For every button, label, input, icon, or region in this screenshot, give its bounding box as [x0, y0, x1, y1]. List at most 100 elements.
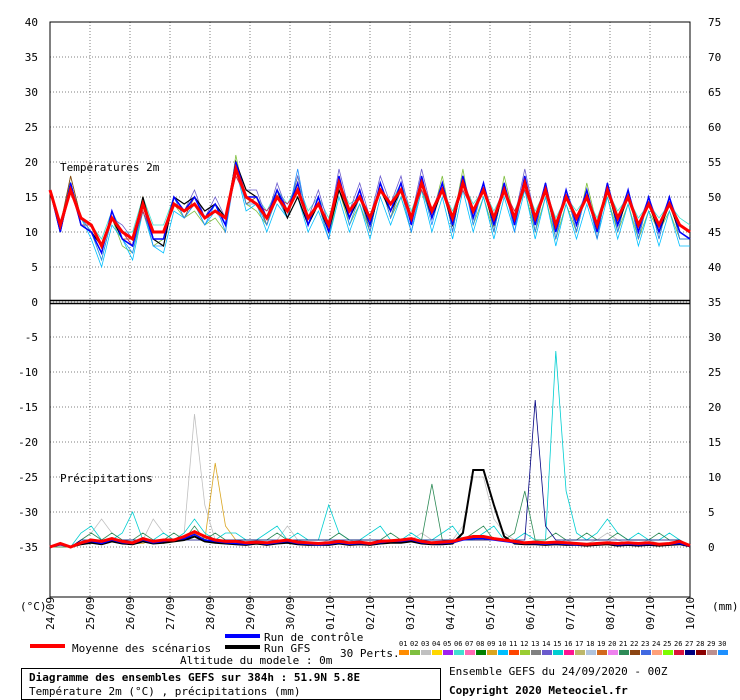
pert-number: 17	[575, 640, 583, 648]
precipitation-panel-label: Précipitations	[60, 472, 153, 485]
precip-member-line	[49, 350, 691, 548]
legend	[30, 634, 260, 649]
x-tick: 10/10	[684, 597, 697, 630]
pert-number: 09	[487, 640, 495, 648]
x-tick: 01/10	[324, 597, 337, 630]
pert-swatch	[421, 650, 431, 655]
copyright: Copyright 2020 Meteociel.fr	[449, 684, 628, 697]
y-right-unit: (mm)	[712, 600, 739, 613]
pert-number: 07	[465, 640, 473, 648]
pert-number: 08	[476, 640, 484, 648]
y-right-tick: 35	[708, 296, 721, 309]
y-left-tick: -30	[18, 506, 38, 519]
pert-swatch	[553, 650, 563, 655]
x-tick: 28/09	[204, 597, 217, 630]
y-right-tick: 70	[708, 51, 721, 64]
x-tick: 06/10	[524, 597, 537, 630]
y-right-tick: 45	[708, 226, 721, 239]
caption-title: Diagramme des ensembles GEFS sur 384h : …	[29, 671, 361, 684]
pert-swatch	[586, 650, 596, 655]
y-right-tick: 30	[708, 331, 721, 344]
pert-swatch	[465, 650, 475, 655]
x-tick: 26/09	[124, 597, 137, 630]
pert-number: 05	[443, 640, 451, 648]
y-left-unit: (°C)	[20, 600, 47, 613]
y-left-tick: -15	[18, 401, 38, 414]
y-right-tick: 0	[708, 541, 715, 554]
temp-mean-line	[48, 163, 691, 250]
y-left-tick: 5	[31, 261, 38, 274]
x-tick: 03/10	[404, 597, 417, 630]
pert-number: 14	[542, 640, 550, 648]
y-right-tick: 25	[708, 366, 721, 379]
pert-number: 18	[586, 640, 594, 648]
pert-number: 21	[619, 640, 627, 648]
pert-swatch	[663, 650, 673, 655]
grid-lines	[49, 21, 691, 598]
y-left-tick: -10	[18, 366, 38, 379]
pert-swatch	[696, 650, 706, 655]
y-left-tick: -25	[18, 471, 38, 484]
pert-number: 23	[641, 640, 649, 648]
pert-swatch	[597, 650, 607, 655]
pert-swatch	[399, 650, 409, 655]
y-left-tick: 0	[31, 296, 38, 309]
legend-perts-label: 30 Perts.	[340, 647, 400, 660]
y-right-tick: 5	[708, 506, 715, 519]
pert-number: 20	[608, 640, 616, 648]
y-left-tick: 25	[25, 121, 38, 134]
pert-number: 03	[421, 640, 429, 648]
y-left-tick: 15	[25, 191, 38, 204]
pert-swatch	[531, 650, 541, 655]
pert-number: 19	[597, 640, 605, 648]
pert-swatch	[410, 650, 420, 655]
temp-member-line	[49, 168, 690, 269]
pert-number: 10	[498, 640, 506, 648]
y-axis-left: 40 35 30 25 20 15 10 5 0 -5 -10 -15 -20 -25 -30 -35	[18, 16, 38, 554]
x-tick: 27/09	[164, 597, 177, 630]
caption-box: Diagramme des ensembles GEFS sur 384h : …	[21, 668, 441, 700]
pert-swatch	[619, 650, 629, 655]
pert-swatch	[608, 650, 618, 655]
plot-frame	[49, 21, 691, 598]
x-tick: 29/09	[244, 597, 257, 630]
y-left-tick: 20	[25, 156, 38, 169]
pert-swatch	[432, 650, 442, 655]
pert-number: 15	[553, 640, 561, 648]
ensemble-run-info: Ensemble GEFS du 24/09/2020 - 00Z	[449, 665, 668, 678]
caption-subtitle: Température 2m (°C) , précipitations (mm…	[29, 685, 301, 698]
temperature-panel-label: Températures 2m	[60, 161, 160, 174]
y-right-tick: 20	[708, 401, 721, 414]
y-left-tick: 40	[25, 16, 38, 29]
y-right-tick: 15	[708, 436, 721, 449]
pert-number: 22	[630, 640, 638, 648]
x-tick: 02/10	[364, 597, 377, 630]
y-right-tick: 40	[708, 261, 721, 274]
pert-swatch	[498, 650, 508, 655]
perturbation-color-key: 01 02 03 04 05 06 07 08 09 10 11 12 13 14 15 16 17 18 19 20…	[399, 640, 728, 655]
x-tick: 05/10	[484, 597, 497, 630]
y-right-tick: 60	[708, 121, 721, 134]
pert-swatch	[542, 650, 552, 655]
y-left-tick: 35	[25, 51, 38, 64]
y-left-tick: -5	[25, 331, 38, 344]
pert-number: 29	[707, 640, 715, 648]
pert-number: 30	[718, 640, 726, 648]
y-right-tick: 50	[708, 191, 721, 204]
pert-number: 26	[674, 640, 682, 648]
pert-number: 28	[696, 640, 704, 648]
y-left-tick: 10	[25, 226, 38, 239]
y-right-tick: 65	[708, 86, 721, 99]
pert-number: 12	[520, 640, 528, 648]
pert-swatch	[685, 650, 695, 655]
legend-gfs-label: Run GFS	[264, 642, 311, 655]
pert-number: 02	[410, 640, 418, 648]
x-tick: 30/09	[284, 597, 297, 630]
pert-swatch	[509, 650, 519, 655]
x-tick: 25/09	[84, 597, 97, 630]
pert-swatch	[630, 650, 640, 655]
y-right-tick: 10	[708, 471, 721, 484]
pert-swatch	[564, 650, 574, 655]
pert-swatch	[718, 650, 728, 655]
